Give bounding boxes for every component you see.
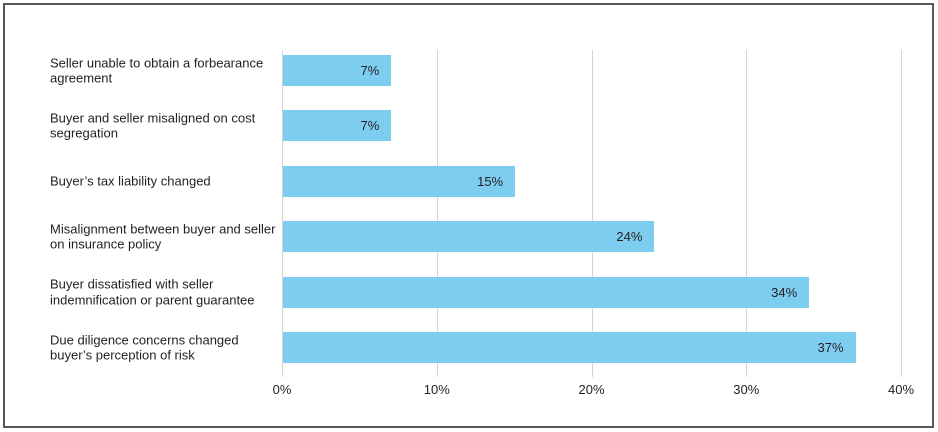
chart-frame: 0% 10% 20% 30% 40% 7% Seller unable to obtain … xyxy=(3,3,934,428)
category-label: Due diligence concerns changed buyer’s p… xyxy=(50,332,239,363)
bar: 24% xyxy=(283,221,655,253)
bar-value-label: 34% xyxy=(771,284,798,300)
bar-value-label: 24% xyxy=(616,229,643,245)
bar-value-label: 37% xyxy=(817,340,844,355)
category-label: Buyer dissatisfied with seller indemnifi… xyxy=(50,276,255,308)
gridline xyxy=(436,50,438,377)
category-label: Buyer and seller misaligned on cost segr… xyxy=(50,110,256,141)
x-tick-label: 40% xyxy=(887,382,915,397)
category-label: Buyer’s tax liability changed xyxy=(50,173,211,189)
gridline xyxy=(282,50,283,377)
category-label: Misalignment between buyer and seller on… xyxy=(50,221,276,252)
bar-value-label: 7% xyxy=(360,118,380,134)
gridline xyxy=(746,50,748,377)
bar: 7% xyxy=(283,110,392,142)
category-label: Seller unable to obtain a forbearance ag… xyxy=(50,55,264,86)
gridline xyxy=(591,50,593,377)
x-tick-label: 20% xyxy=(578,382,605,397)
bar-value-label: 15% xyxy=(477,173,504,189)
bar: 7% xyxy=(283,55,392,86)
gridline xyxy=(901,50,902,377)
bar: 15% xyxy=(283,165,516,197)
plot-area: 0% 10% 20% 30% 40% 7% Seller unable to obtain … xyxy=(50,50,914,397)
x-tick-label: 30% xyxy=(733,382,760,397)
x-tick-label: 10% xyxy=(423,382,450,397)
x-tick-label: 0% xyxy=(272,382,292,397)
bar-value-label: 7% xyxy=(360,63,380,78)
bar: 34% xyxy=(283,276,810,308)
bar: 37% xyxy=(283,332,856,363)
